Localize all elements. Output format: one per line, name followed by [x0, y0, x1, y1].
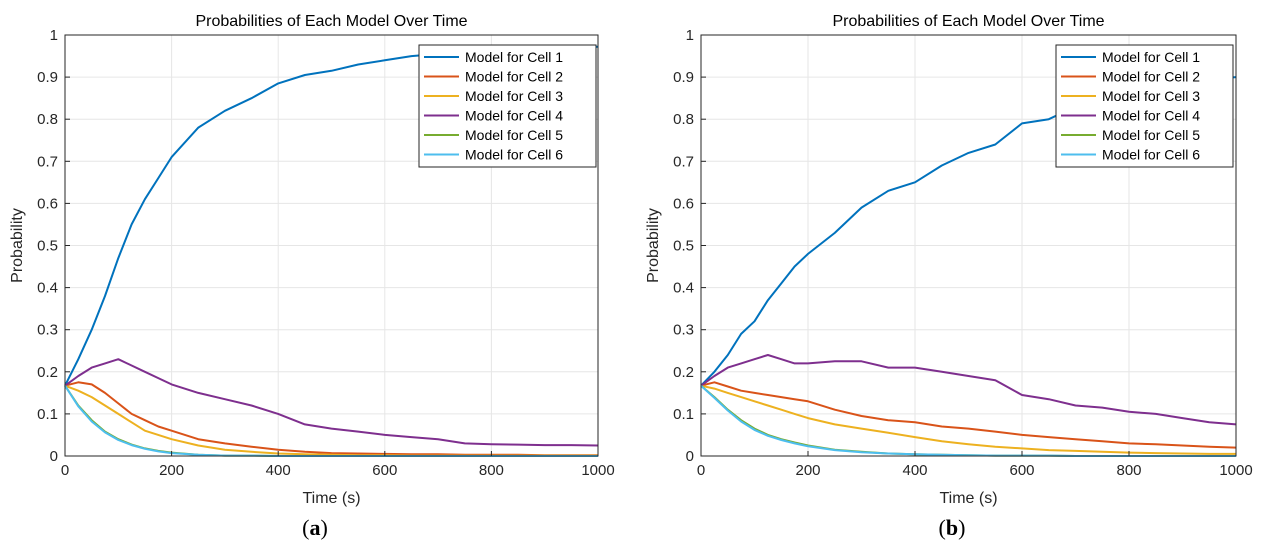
panel-b-series-line-cell-2	[700, 381, 1237, 449]
panel-a-x-tick-label: 0	[61, 462, 69, 479]
panel-a-series-line-cell-4	[64, 358, 599, 447]
panel-b-legend-label-cell-6: Model for Cell 6	[1102, 147, 1200, 163]
panel-a-y-tick-label: 0.6	[37, 195, 58, 212]
panel-b-y-tick-label: 0.2	[673, 364, 694, 381]
panel-a-legend-box	[418, 44, 597, 168]
panel-a-y-tick-label: 0.7	[37, 153, 58, 170]
panel-a-x-tick-label: 800	[479, 462, 504, 479]
panel-a-y-tick-label: 1	[50, 27, 58, 44]
panel-b-legend-box	[1055, 44, 1234, 168]
panel-b-legend-label-cell-4: Model for Cell 4	[1102, 108, 1200, 124]
panel-a-y-tick-label: 0.1	[37, 406, 58, 423]
panel-a-x-tick-label: 600	[372, 462, 397, 479]
panel-a-x-tick-label: 400	[266, 462, 291, 479]
panel-b-y-tick-label: 0.1	[673, 406, 694, 423]
panel-a-y-tick-label: 0.2	[37, 364, 58, 381]
panel-b-x-tick-label: 200	[795, 462, 820, 479]
panel-b-x-tick-label: 600	[1009, 462, 1034, 479]
panel-b-x-axis-label: Time (s)	[939, 490, 997, 507]
panel-label-b-letter: b	[945, 515, 959, 540]
panel-b-title: Probabilities of Each Model Over Time	[832, 13, 1104, 30]
panel-b-legend-label-cell-5: Model for Cell 5	[1102, 127, 1200, 143]
panel-a-legend-label-cell-6: Model for Cell 6	[465, 147, 563, 163]
panel-a-y-tick-label: 0.3	[37, 322, 58, 339]
panel-label-b: (b)	[938, 515, 966, 540]
panel-b-legend-label-cell-3: Model for Cell 3	[1102, 88, 1200, 104]
panel-b-series-line-cell-4	[700, 354, 1237, 426]
panel-b-x-tick-label: 800	[1116, 462, 1141, 479]
panel-b-y-tick-label: 0.8	[673, 111, 694, 128]
panel-a-y-tick-label: 0.5	[37, 238, 58, 255]
panel-a-y-axis-label: Probability	[9, 208, 26, 283]
panel-b-y-axis-label: Probability	[645, 208, 662, 283]
panel-b-y-tick-label: 0	[686, 448, 694, 465]
panel-a-x-tick-label: 200	[159, 462, 184, 479]
panel-a-y-tick-label: 0	[50, 448, 58, 465]
panel-b-y-tick-label: 0.9	[673, 69, 694, 86]
panel-a-legend-label-cell-3: Model for Cell 3	[465, 88, 563, 104]
panel-b-x-tick-label: 1000	[1219, 462, 1252, 479]
panel-a-legend-label-cell-1: Model for Cell 1	[465, 49, 563, 65]
panel-a-x-tick-label: 1000	[581, 462, 614, 479]
panel-b-y-tick-label: 1	[686, 27, 694, 44]
panel-b-y-tick-label: 0.5	[673, 238, 694, 255]
panel-a-title: Probabilities of Each Model Over Time	[195, 13, 467, 30]
panel-b-y-tick-label: 0.6	[673, 195, 694, 212]
panel-a-legend-label-cell-5: Model for Cell 5	[465, 127, 563, 143]
panel-b-x-tick-label: 0	[697, 462, 705, 479]
panel-label-a: (a)	[302, 515, 328, 540]
panel-a-y-tick-label: 0.4	[37, 280, 58, 297]
panel-a-y-tick-label: 0.9	[37, 69, 58, 86]
panel-a-y-tick-label: 0.8	[37, 111, 58, 128]
panel-b-y-tick-label: 0.7	[673, 153, 694, 170]
panel-b-y-tick-label: 0.3	[673, 322, 694, 339]
panel-a-legend-label-cell-2: Model for Cell 2	[465, 69, 563, 85]
panel-a-legend-label-cell-4: Model for Cell 4	[465, 108, 563, 124]
panel-b-legend-label-cell-2: Model for Cell 2	[1102, 69, 1200, 85]
panel-label-a-letter: a	[309, 515, 321, 540]
panel-b-legend-label-cell-1: Model for Cell 1	[1102, 49, 1200, 65]
panel-b-x-tick-label: 400	[902, 462, 927, 479]
panel-b-y-tick-label: 0.4	[673, 280, 694, 297]
panel-a-x-axis-label: Time (s)	[302, 490, 360, 507]
